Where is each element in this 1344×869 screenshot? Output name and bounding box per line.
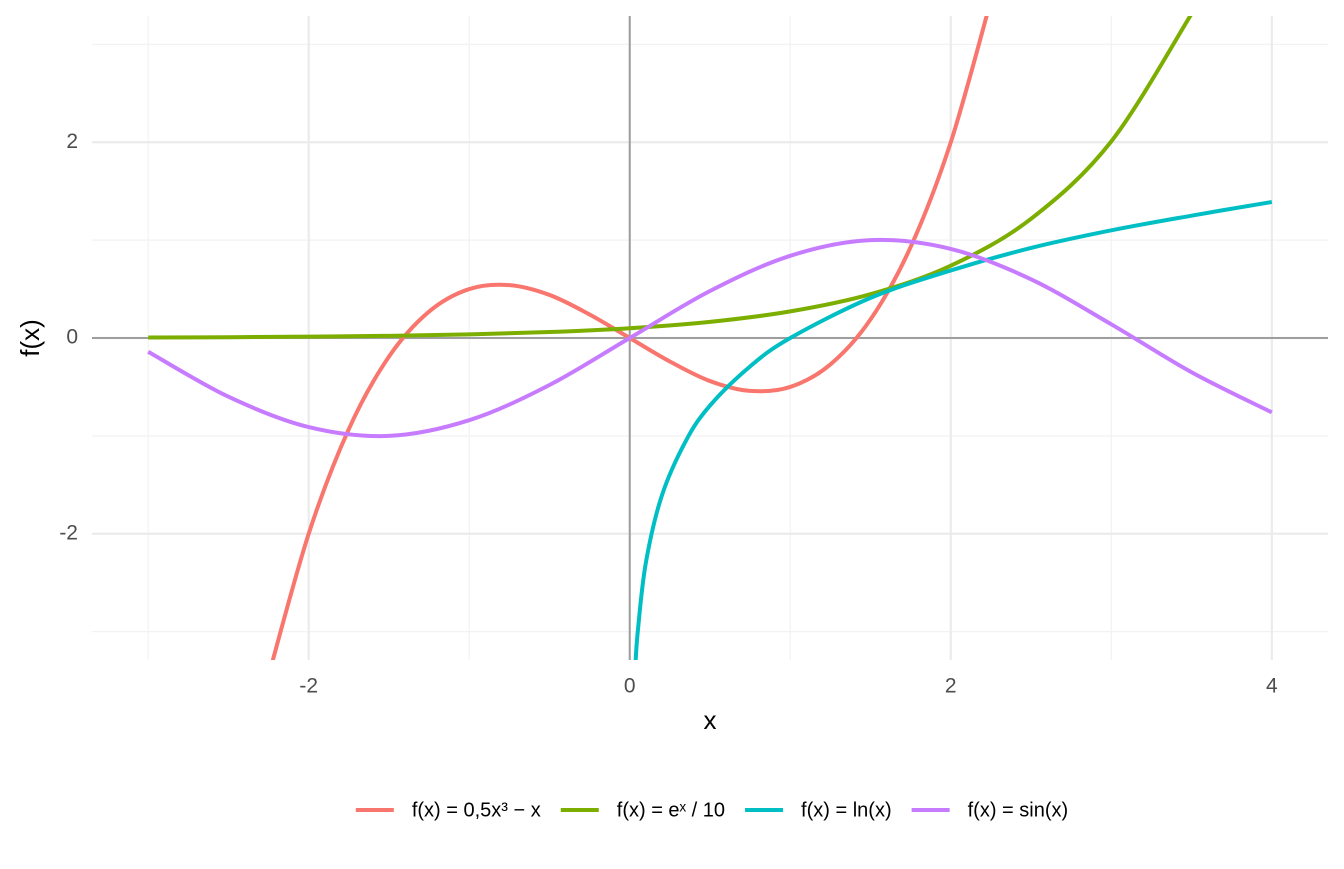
line	[147, 237, 1273, 439]
legend-label: f(x) = sin(x)	[968, 799, 1069, 821]
y-tick-label: -2	[59, 521, 78, 544]
plot-panel	[147, 16, 1273, 660]
x-tick-label: 0	[624, 675, 636, 698]
line	[633, 199, 1273, 660]
line	[148, 16, 1193, 340]
x-axis-title: x	[704, 705, 717, 735]
legend: f(x) = 0,5x³ − x f(x) = eˣ / 10 f(x) = ln(…	[355, 799, 1069, 821]
legend-label: f(x) = eˣ / 10	[617, 799, 725, 821]
x-tick-label: 4	[1266, 675, 1278, 698]
y-axis-title: f(x)	[15, 319, 45, 357]
legend-label: f(x) = 0,5x³ − x	[412, 799, 541, 821]
legend-label: f(x) = ln(x)	[801, 799, 892, 821]
x-tick-label: -2	[299, 675, 318, 698]
y-tick-label: 0	[66, 326, 78, 349]
y-tick-label: 2	[66, 130, 78, 153]
x-tick-label: 2	[945, 675, 957, 698]
